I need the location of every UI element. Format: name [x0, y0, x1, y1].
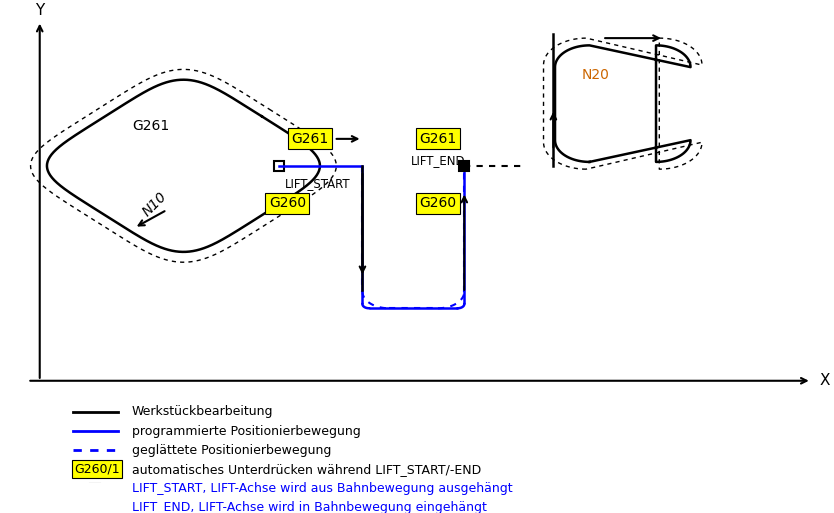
Text: Y: Y: [35, 3, 44, 18]
Text: G260/1: G260/1: [74, 463, 120, 476]
Text: X: X: [820, 373, 831, 388]
Text: LIFT_START: LIFT_START: [285, 177, 351, 190]
Text: G261: G261: [420, 132, 456, 146]
Text: automatisches Unterdrücken während LIFT_START/-END: automatisches Unterdrücken während LIFT_…: [132, 463, 481, 476]
Text: LIFT_START, LIFT-Achse wird aus Bahnbewegung ausgehängt: LIFT_START, LIFT-Achse wird aus Bahnbewe…: [132, 482, 512, 495]
Text: G260: G260: [420, 196, 456, 210]
Text: G261: G261: [132, 119, 169, 132]
Text: geglättete Positionierbewegung: geglättete Positionierbewegung: [132, 444, 331, 457]
Text: N20: N20: [581, 68, 610, 82]
Text: Werkstückbearbeitung: Werkstückbearbeitung: [132, 405, 274, 418]
Text: G261: G261: [291, 132, 329, 146]
Text: programmierte Positionierbewegung: programmierte Positionierbewegung: [132, 425, 360, 438]
Text: LIFT_END: LIFT_END: [411, 154, 465, 167]
Text: G260: G260: [269, 196, 306, 210]
Text: LIFT_END, LIFT-Achse wird in Bahnbewegung eingehängt: LIFT_END, LIFT-Achse wird in Bahnbewegun…: [132, 501, 486, 513]
Text: N10: N10: [140, 190, 169, 220]
